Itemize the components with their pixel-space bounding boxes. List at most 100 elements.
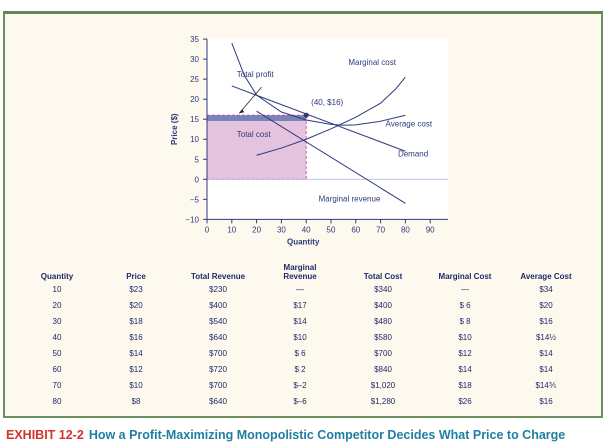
column-header: Price	[126, 272, 146, 281]
total-cost-label: Total cost	[237, 130, 272, 139]
column-header: Marginal Revenue	[283, 263, 317, 281]
x-tick-label: 20	[252, 225, 261, 234]
table-cell: $14½	[535, 332, 557, 342]
table-cell: $–2	[293, 380, 307, 390]
table-cell: $640	[209, 396, 227, 406]
y-tick-label: 0	[195, 175, 200, 184]
column-header: Marginal Cost	[438, 272, 492, 281]
curve-average-cost	[231, 42, 406, 126]
demand-label: Demand	[398, 149, 428, 158]
table-cell: $14⅗	[535, 380, 557, 390]
curve-marginal-cost	[256, 76, 406, 156]
table-cell: $ 6	[294, 348, 306, 358]
table-cell: $720	[209, 364, 227, 374]
y-tick-label: 25	[190, 75, 199, 84]
region-total-cost	[207, 121, 307, 180]
curve-demand	[231, 85, 406, 152]
point-label: (40, $16)	[311, 98, 343, 107]
table-cell: $8	[131, 396, 141, 406]
table-cell: $14	[293, 316, 307, 326]
x-tick-label: 80	[401, 225, 410, 234]
table-cell: $14	[129, 348, 143, 358]
table-cell: 10	[52, 284, 62, 294]
table-cell: $540	[209, 316, 227, 326]
table-cell: $34	[539, 284, 553, 294]
x-tick-label: 40	[302, 225, 311, 234]
table-cell: $700	[374, 348, 392, 358]
column-header: Total Revenue	[190, 272, 246, 281]
table-cell: $ 2	[294, 364, 306, 374]
table-cell: $14	[539, 364, 553, 374]
table-row: 70 $10 $700 $–2 $1,020 $18 $14⅗	[20, 377, 586, 393]
table-cell: $10	[458, 332, 472, 342]
x-tick-label: 10	[227, 225, 236, 234]
y-tick-label: 15	[190, 115, 199, 124]
y-axis-label: Price ($)	[170, 113, 179, 145]
table-cell: $ 8	[459, 316, 471, 326]
table-cell: $16	[539, 396, 553, 406]
table-cell: $20	[129, 300, 143, 310]
table-row: 30 $18 $540 $14 $480 $ 8 $16	[20, 313, 586, 329]
table-cell: $14	[458, 364, 472, 374]
table-cell: 30	[52, 316, 62, 326]
x-tick-label: 30	[277, 225, 286, 234]
table-cell: $23	[129, 284, 143, 294]
x-tick-label: 90	[426, 225, 435, 234]
data-table: Quantity Price Total Revenue Marginal Revenu…	[20, 257, 586, 409]
column-header: Average Cost	[520, 272, 572, 281]
exhibit-title: How a Profit-Maximizing Monopolistic Com…	[88, 428, 566, 442]
y-tick-label: −10	[185, 215, 199, 224]
table-cell: —	[296, 284, 304, 294]
average-cost-label: Average cost	[386, 119, 433, 128]
table-cell: $10	[129, 380, 143, 390]
table-cell: $700	[209, 380, 227, 390]
curve-marginal-revenue	[256, 110, 406, 204]
x-tick-label: 60	[351, 225, 360, 234]
column-header: Quantity	[40, 272, 74, 281]
x-tick-label: 50	[327, 225, 336, 234]
table-cell: $18	[129, 316, 143, 326]
table-cell: $480	[374, 316, 392, 326]
profit-arrow-head	[239, 109, 245, 114]
x-tick-label: 70	[376, 225, 385, 234]
table-cell: —	[461, 284, 469, 294]
marginal-revenue-label: Marginal revenue	[319, 194, 381, 203]
column-header: Total Cost	[363, 272, 403, 281]
table-cell: $640	[209, 332, 227, 342]
table-row: 80 $8 $640 $–6 $1,280 $26 $16	[20, 393, 586, 409]
table-cell: $16	[539, 316, 553, 326]
y-tick-label: 20	[190, 95, 199, 104]
marginal-cost-label: Marginal cost	[348, 58, 396, 67]
y-tick-label: 30	[190, 55, 199, 64]
y-tick-label: −5	[190, 195, 200, 204]
x-axis-label: Quantity	[287, 237, 320, 246]
table-cell: 80	[52, 396, 62, 406]
exhibit-caption: EXHIBIT 12-2 How a Profit-Maximizing Mono…	[6, 428, 565, 442]
table-cell: $17	[293, 300, 307, 310]
table-row: 20 $20 $400 $17 $400 $ 6 $20	[20, 297, 586, 313]
profit-arrow-line	[238, 86, 262, 114]
y-tick-label: 35	[190, 35, 199, 44]
y-tick-label: 10	[190, 135, 199, 144]
table-cell: $400	[209, 300, 227, 310]
table-cell: 20	[52, 300, 62, 310]
table-cell: $10	[293, 332, 307, 342]
table-cell: $12	[458, 348, 472, 358]
exhibit-number: EXHIBIT 12-2	[6, 428, 84, 442]
equilibrium-point	[303, 112, 309, 118]
table-cell: $400	[374, 300, 392, 310]
table-cell: $12	[129, 364, 143, 374]
table-cell: $230	[209, 284, 227, 294]
table-cell: $ 6	[459, 300, 471, 310]
table-cell: $20	[539, 300, 553, 310]
table-cell: $–6	[293, 396, 307, 406]
table-row: 40 $16 $640 $10 $580 $10 $14½	[20, 329, 586, 345]
y-tick-label: 5	[195, 155, 200, 164]
table-cell: $18	[458, 380, 472, 390]
table-cell: 40	[52, 332, 62, 342]
table-cell: 60	[52, 364, 62, 374]
table-cell: 50	[52, 348, 62, 358]
region-total-profit	[207, 115, 307, 122]
table-cell: 70	[52, 380, 62, 390]
